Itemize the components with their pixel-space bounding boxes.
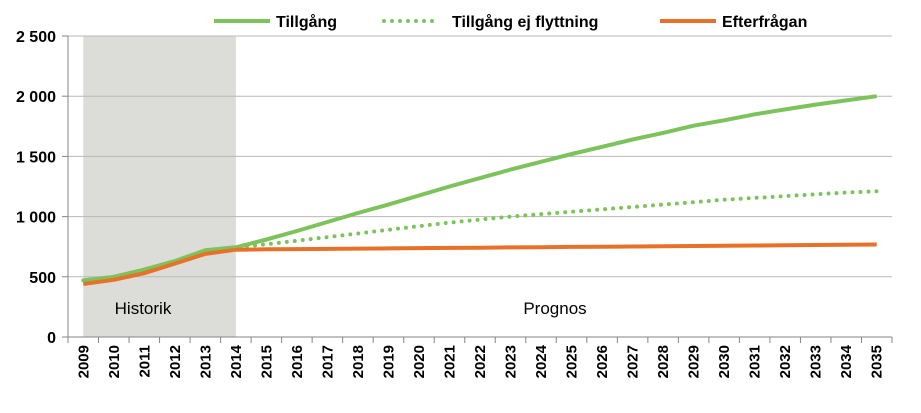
x-tick-label: 2023 [503, 345, 520, 378]
historic-band-layer [83, 36, 236, 337]
annotation-historik: Historik [115, 299, 172, 318]
axes: 0 500 1 000 1 500 2 000 2 500 2009 2010 2011 2012… [16, 29, 893, 378]
x-tick-label: 2018 [350, 345, 367, 378]
x-tick-label: 2029 [686, 345, 703, 378]
x-tick-label: 2030 [716, 345, 733, 378]
x-tick-label: 2013 [197, 345, 214, 378]
x-tick-label: 2024 [533, 344, 550, 378]
x-tick-label: 2034 [838, 344, 855, 378]
x-tick-label: 2017 [319, 345, 336, 378]
legend-label: Tillgång [276, 13, 337, 31]
legend-label: Efterfrågan [722, 13, 807, 31]
x-tick-label: 2026 [594, 345, 611, 378]
x-tick-label: 2032 [777, 345, 794, 378]
y-tick-label: 2 000 [16, 89, 56, 106]
series-lines [81, 94, 879, 286]
legend: Tillgång Tillgång ej flyttning Efterfrågan [214, 13, 807, 31]
y-tick-label: 2 500 [16, 29, 56, 46]
x-tick-label: 2020 [411, 345, 428, 378]
series-line [83, 242, 877, 286]
x-tick-label: 2010 [106, 345, 123, 378]
x-tick-label: 2035 [869, 345, 886, 378]
x-tick-label: 2012 [167, 345, 184, 378]
x-tick-label: 2019 [380, 345, 397, 378]
x-tick-label: 2009 [75, 345, 92, 378]
y-tick-label: 0 [47, 330, 56, 347]
x-tick-label: 2033 [808, 345, 825, 378]
x-tick-label: 2015 [258, 345, 275, 378]
gridlines [68, 35, 892, 278]
series-line [83, 94, 877, 283]
x-tick-label: 2021 [441, 345, 458, 378]
annotation-prognos: Prognos [523, 299, 586, 318]
y-tick-label: 1 000 [16, 210, 56, 227]
y-tick-label: 500 [29, 270, 56, 287]
x-tick-label: 2025 [564, 345, 581, 378]
x-tick-label: 2022 [472, 345, 489, 378]
x-tick-label: 2016 [289, 345, 306, 378]
x-tick-label: 2027 [625, 345, 642, 378]
historic-band [83, 36, 236, 337]
x-tick-label: 2011 [136, 345, 153, 378]
annotations: Historik Prognos [115, 299, 587, 318]
y-tick-label: 1 500 [16, 149, 56, 166]
legend-label: Tillgång ej flyttning [452, 13, 598, 31]
x-tick-label: 2031 [747, 345, 764, 378]
x-tick-label: 2014 [228, 344, 245, 378]
x-tick-label: 2028 [655, 345, 672, 378]
